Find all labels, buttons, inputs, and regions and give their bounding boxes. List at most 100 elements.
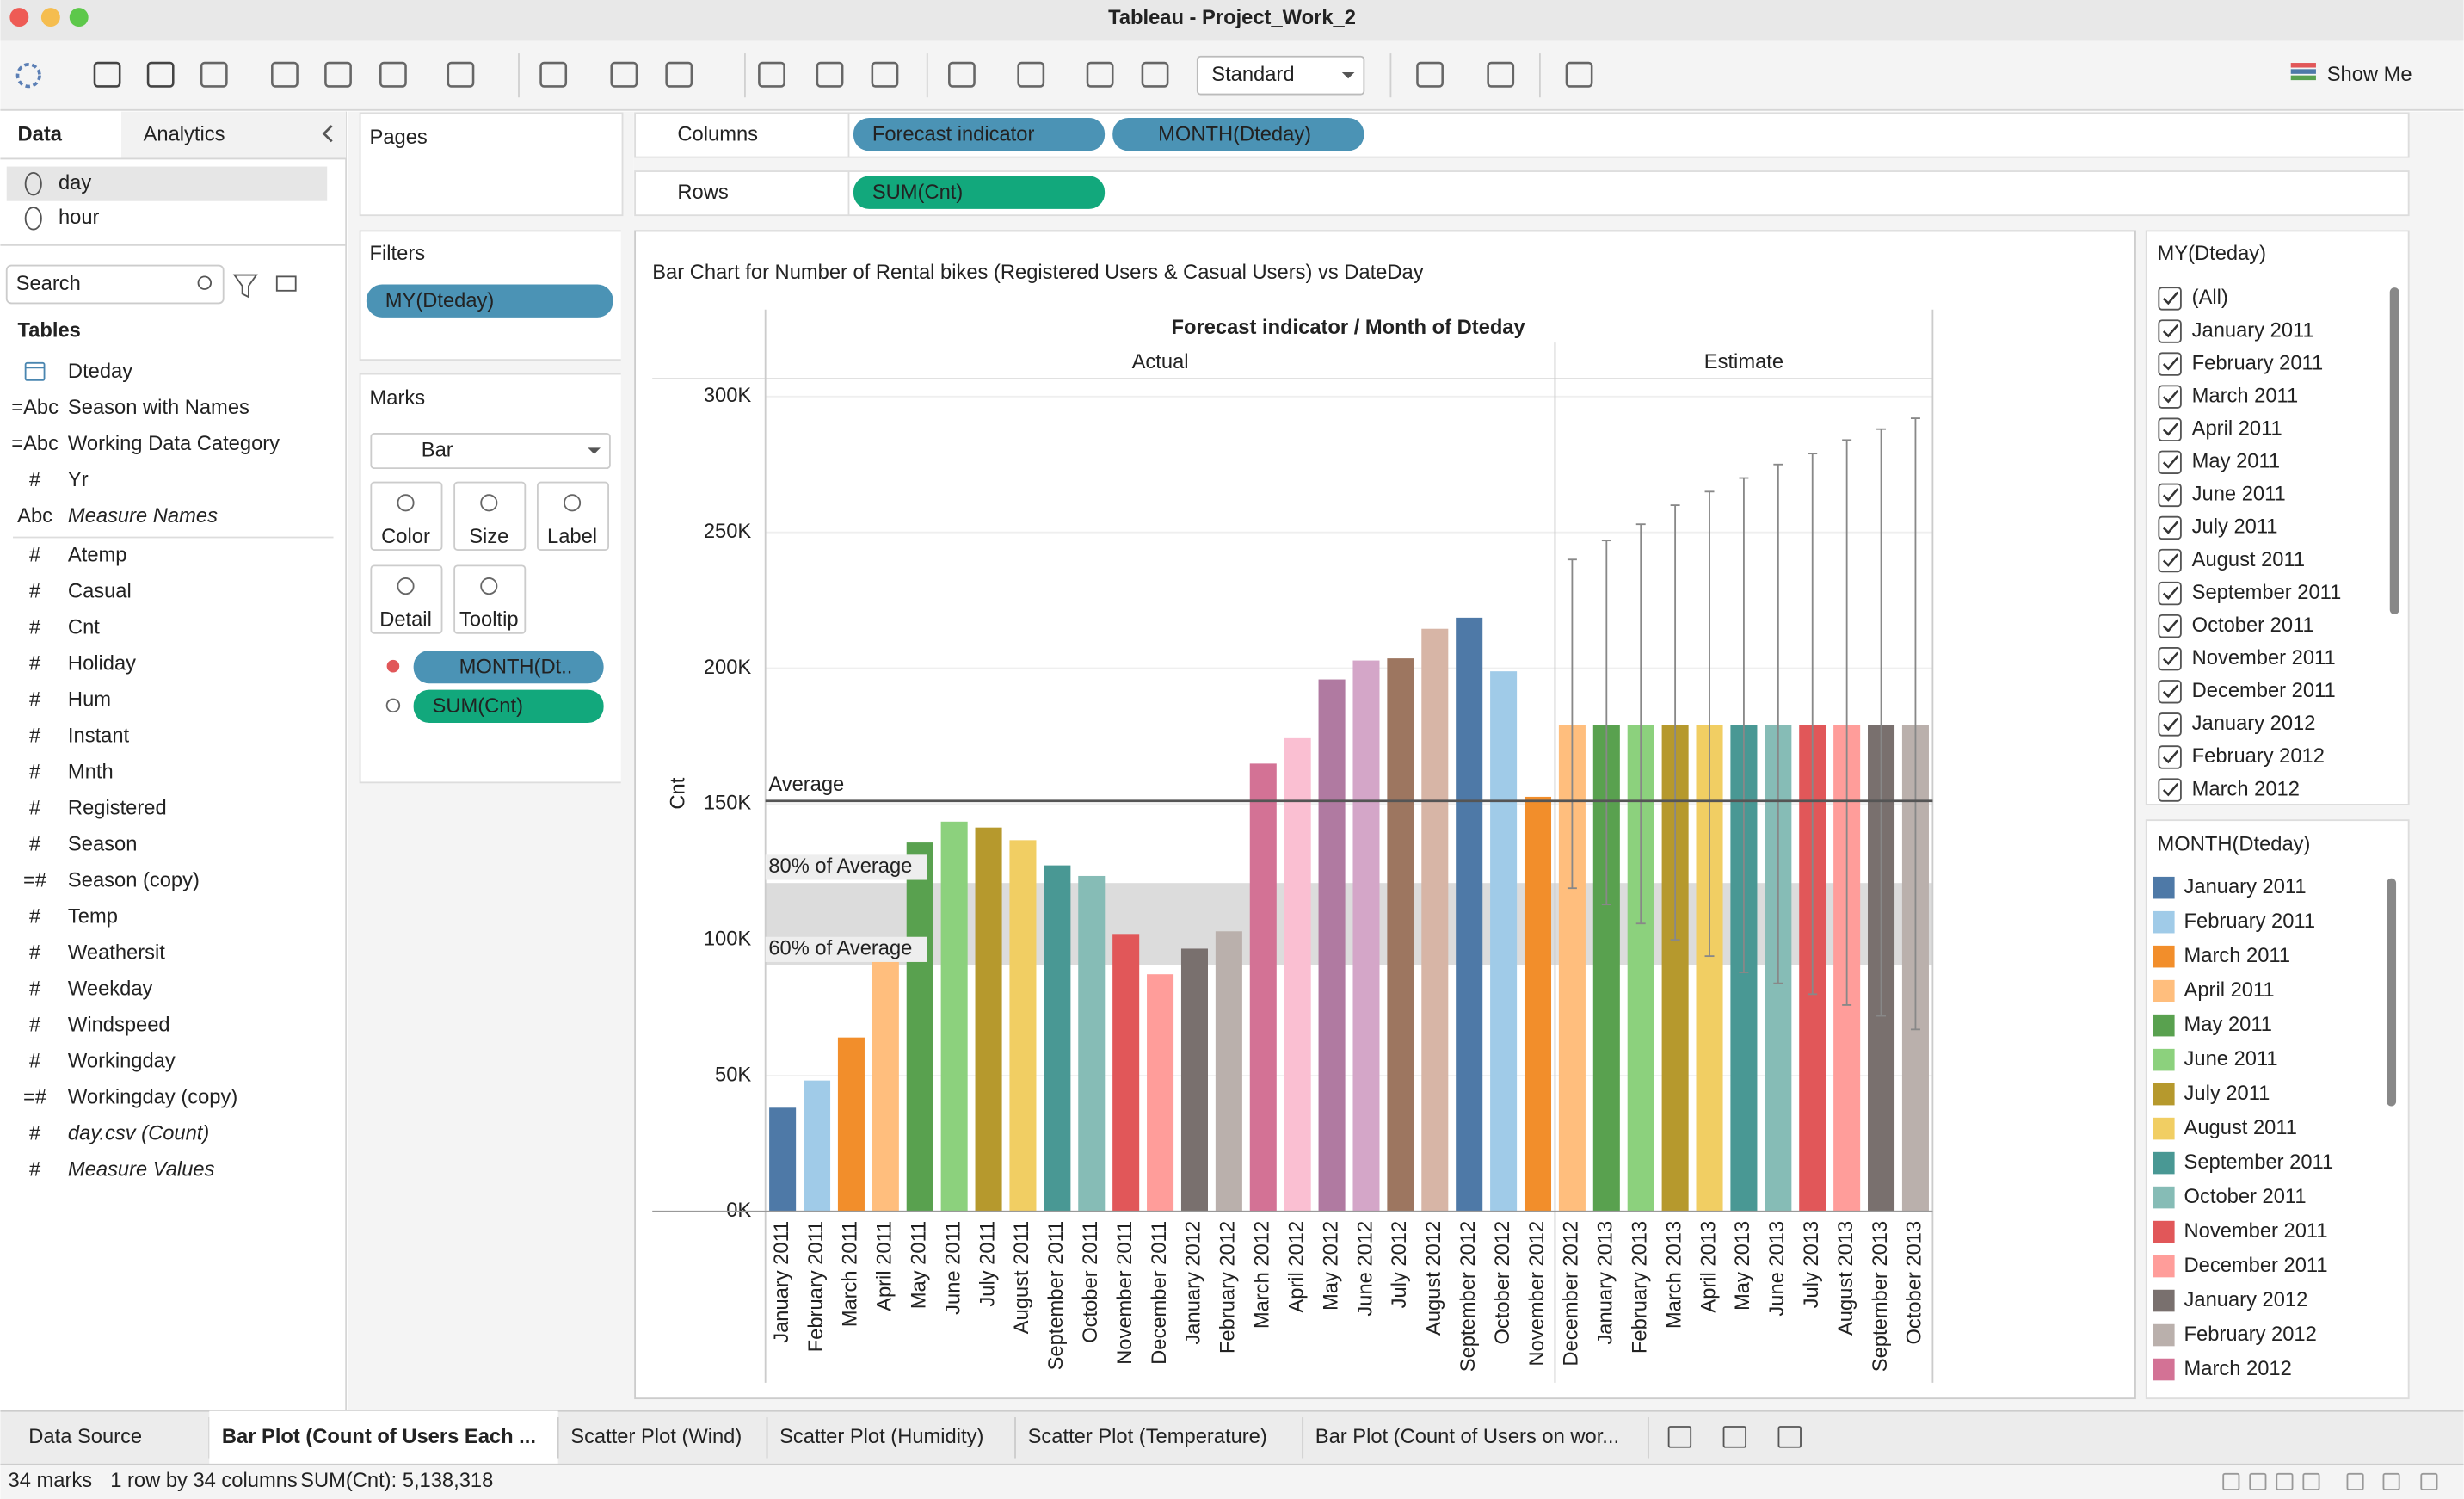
marks-button[interactable] (370, 481, 443, 552)
columns-pill[interactable] (1112, 117, 1364, 151)
sheet-tab[interactable]: Scatter Plot (Humidity) (779, 1426, 983, 1448)
legend-swatch[interactable] (2153, 1323, 2175, 1347)
toolbar-icon[interactable] (1141, 61, 1169, 88)
checkbox[interactable] (2158, 417, 2182, 441)
toolbar-icon[interactable] (1487, 61, 1515, 88)
sheet-tab[interactable]: Bar Plot (Count of Users on wor... (1315, 1426, 1619, 1448)
sheet-tab[interactable]: Data Source (28, 1426, 142, 1448)
marks-button[interactable] (453, 481, 527, 552)
toolbar-icon[interactable] (146, 61, 175, 88)
filter-pill[interactable] (366, 284, 613, 318)
field-name[interactable]: Temp (68, 906, 118, 928)
marks-pill[interactable] (413, 650, 604, 684)
toolbar-icon[interactable] (447, 61, 475, 88)
status-icon[interactable] (2249, 1472, 2267, 1490)
toolbar-icon[interactable] (1565, 61, 1593, 88)
checkbox[interactable] (2158, 352, 2182, 376)
field-name[interactable]: Registered (68, 798, 167, 820)
window-button[interactable] (9, 8, 29, 28)
legend-swatch[interactable] (2153, 1014, 2175, 1037)
data-source[interactable]: hour (59, 207, 100, 229)
field-name[interactable]: day.csv (Count) (68, 1123, 209, 1145)
toolbar-icon[interactable] (758, 61, 785, 88)
checkbox[interactable] (2158, 548, 2182, 573)
checkbox[interactable] (2158, 614, 2182, 638)
legend-swatch[interactable] (2153, 1220, 2175, 1243)
field-name[interactable]: Weekday (68, 978, 153, 1001)
toolbar-icon[interactable] (1017, 61, 1045, 88)
field-name[interactable]: Measure Values (68, 1159, 215, 1181)
toolbar-icon[interactable] (324, 61, 352, 88)
field-name[interactable]: Yr (68, 469, 89, 491)
rows-pill[interactable] (853, 176, 1106, 209)
pane-tab[interactable]: Analytics (144, 123, 225, 145)
checkbox[interactable] (2158, 450, 2182, 474)
checkbox[interactable] (2158, 712, 2182, 737)
field-name[interactable]: Season (68, 834, 137, 856)
toolbar-icon[interactable] (379, 61, 407, 88)
checkbox[interactable] (2158, 319, 2182, 343)
sheet-tab[interactable]: Bar Plot (Count of Users Each ... (222, 1426, 536, 1448)
legend-swatch[interactable] (2153, 910, 2175, 934)
field-name[interactable]: Hum (68, 689, 111, 712)
mark-dropdown[interactable] (1196, 55, 1365, 96)
status-icon[interactable] (2420, 1472, 2438, 1490)
checkbox[interactable] (2158, 745, 2182, 769)
window-button[interactable] (40, 8, 60, 28)
checkbox[interactable] (2158, 778, 2182, 802)
toolbar-icon[interactable] (200, 61, 228, 88)
show-me[interactable]: Show Me (2327, 64, 2412, 86)
status-icon[interactable] (2382, 1472, 2400, 1490)
field-name[interactable]: Measure Names (68, 505, 218, 527)
status-icon[interactable] (2302, 1472, 2320, 1490)
field-name[interactable]: Windspeed (68, 1015, 170, 1037)
checkbox[interactable] (2158, 647, 2182, 671)
marks-pill[interactable] (413, 689, 604, 723)
toolbar-icon[interactable] (948, 61, 976, 88)
checkbox[interactable] (2158, 515, 2182, 540)
new-sheet-button[interactable] (1777, 1426, 1802, 1448)
data-source[interactable]: day (59, 172, 91, 194)
pane-tab[interactable]: Data (18, 123, 63, 145)
field-name[interactable]: Atemp (68, 545, 127, 567)
toolbar-icon[interactable] (1086, 61, 1114, 88)
status-icon[interactable] (2276, 1472, 2294, 1490)
field-name[interactable]: Workingday (copy) (68, 1087, 237, 1109)
legend-swatch[interactable] (2153, 1186, 2175, 1209)
legend-swatch[interactable] (2153, 1358, 2175, 1381)
mark-type[interactable] (370, 433, 611, 470)
columns-pill[interactable] (853, 117, 1106, 151)
field-name[interactable]: Cnt (68, 617, 100, 639)
toolbar-icon[interactable] (93, 61, 121, 88)
toolbar-icon[interactable] (871, 61, 899, 88)
checkbox[interactable] (2158, 483, 2182, 508)
checkbox[interactable] (2158, 287, 2182, 311)
field-name[interactable]: Season with Names (68, 397, 249, 419)
checkbox[interactable] (2158, 385, 2182, 409)
legend-swatch[interactable] (2153, 1289, 2175, 1312)
marks-button[interactable] (536, 481, 609, 552)
legend-swatch[interactable] (2153, 1048, 2175, 1071)
field-name[interactable]: Season (copy) (68, 870, 200, 892)
status-icon[interactable] (2346, 1472, 2364, 1490)
legend-swatch[interactable] (2153, 876, 2175, 899)
toolbar-icon[interactable] (665, 61, 693, 88)
legend-swatch[interactable] (2153, 1255, 2175, 1278)
field-name[interactable]: Working Data Category (68, 433, 280, 455)
field-name[interactable]: Instant (68, 725, 130, 748)
field-name[interactable]: Casual (68, 581, 132, 603)
new-sheet-button[interactable] (1667, 1426, 1692, 1448)
window-button[interactable] (69, 8, 89, 28)
field-name[interactable]: Dteday (68, 361, 132, 383)
marks-button[interactable] (370, 564, 443, 634)
status-icon[interactable] (2222, 1472, 2240, 1490)
toolbar-icon[interactable] (1416, 61, 1444, 88)
sheet-tab[interactable]: Scatter Plot (Temperature) (1028, 1426, 1267, 1448)
legend-swatch[interactable] (2153, 945, 2175, 968)
legend-swatch[interactable] (2153, 1151, 2175, 1175)
sheet-tab[interactable]: Scatter Plot (Wind) (570, 1426, 742, 1448)
new-sheet-button[interactable] (1722, 1426, 1747, 1448)
toolbar-icon[interactable] (816, 61, 844, 88)
toolbar-icon[interactable] (610, 61, 638, 88)
search-box[interactable] (5, 264, 225, 305)
